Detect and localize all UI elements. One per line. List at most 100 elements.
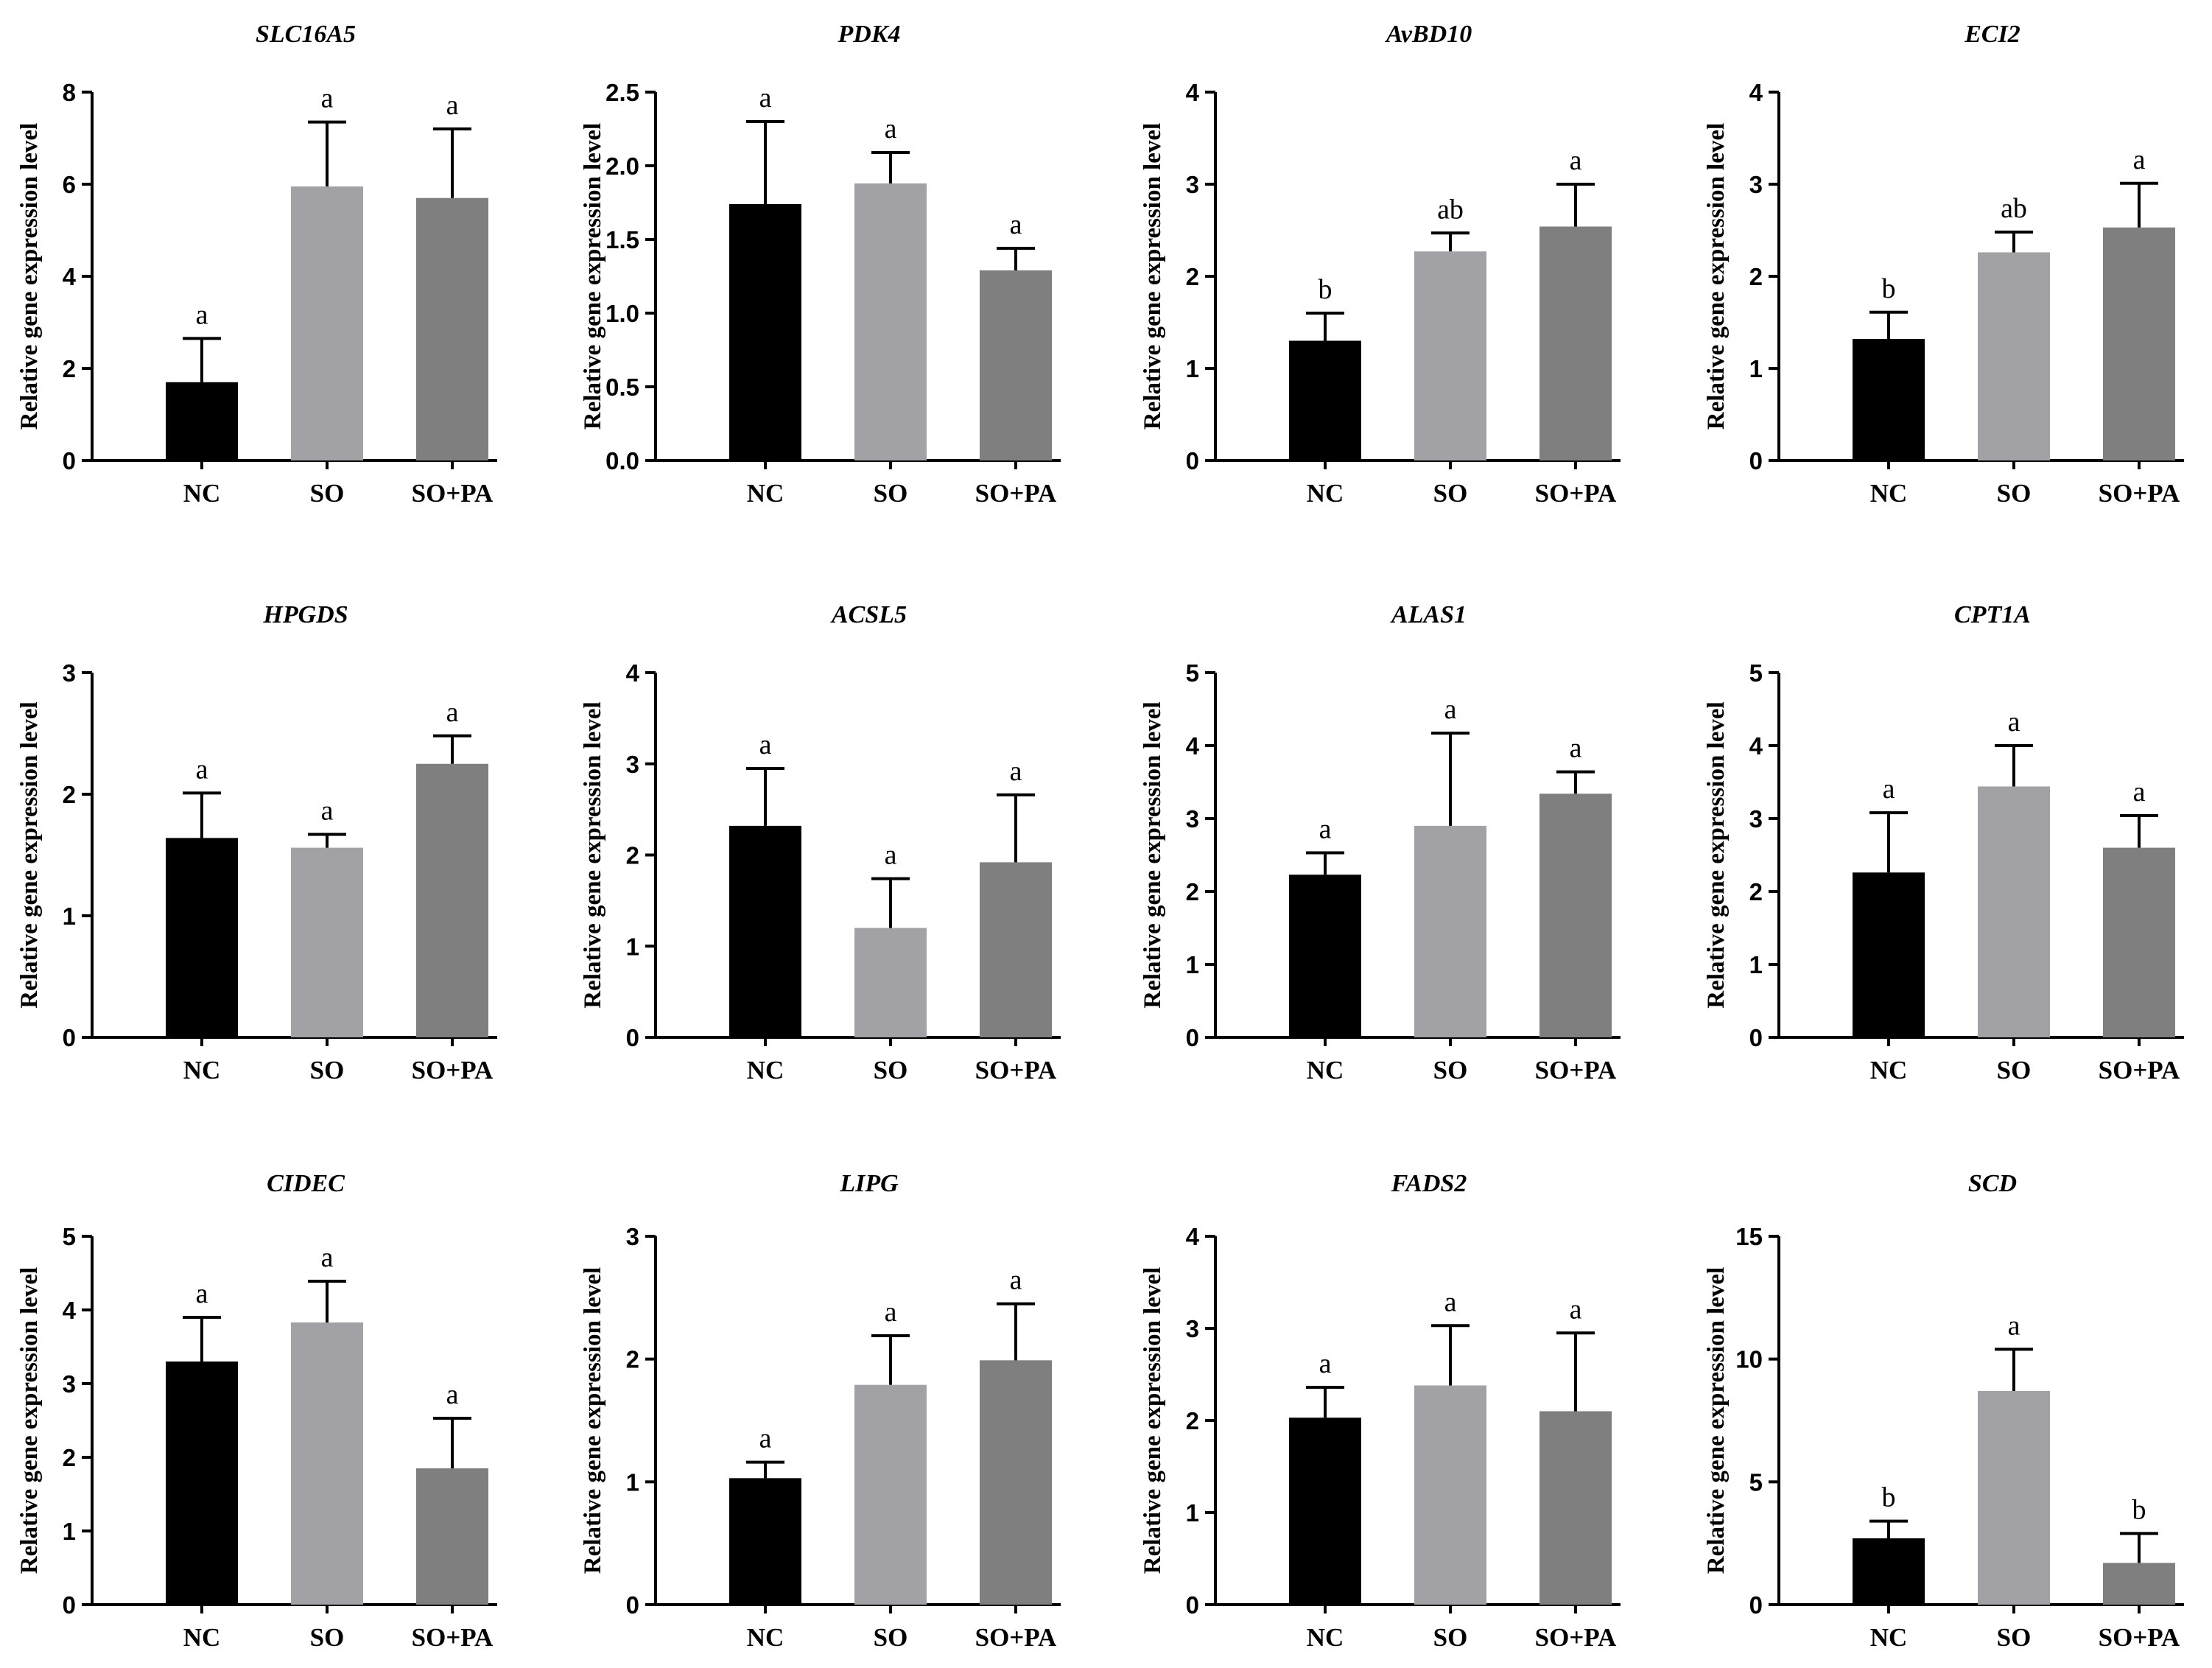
y-axis-label: Relative gene expression level xyxy=(16,123,43,430)
bar-so-plus-pa xyxy=(416,763,488,1037)
chart-fads2: FADS2 Relative gene expression level 0 1 2 3 4… xyxy=(1140,1170,1621,1652)
bar-so-plus-pa xyxy=(2103,847,2175,1037)
significance-letter: a xyxy=(2008,1310,2020,1341)
y-axis-label: Relative gene expression level xyxy=(1140,701,1166,1008)
x-tick-label: SO xyxy=(874,479,908,508)
y-tick-label: 0.5 xyxy=(605,374,639,401)
significance-letter: a xyxy=(321,795,334,826)
chart-title: PDK4 xyxy=(838,21,901,48)
significance-letter: a xyxy=(196,299,208,330)
bar-nc xyxy=(1853,339,1925,460)
y-tick-label: 4 xyxy=(1186,1223,1200,1250)
y-tick-label: 0 xyxy=(1186,1024,1199,1051)
bar-nc xyxy=(1289,1418,1361,1605)
y-tick-label: 2 xyxy=(63,781,76,808)
x-tick-label: SO+PA xyxy=(412,479,494,508)
bar-so-plus-pa xyxy=(2103,227,2175,460)
y-tick-label: 1 xyxy=(1749,951,1763,978)
y-tick-label: 15 xyxy=(1735,1223,1763,1250)
x-tick-label: NC xyxy=(1870,479,1908,508)
y-tick-label: 4 xyxy=(63,1297,77,1324)
y-tick-label: 2.5 xyxy=(605,79,639,106)
x-tick-label: SO xyxy=(874,1056,908,1084)
y-tick-label: 2 xyxy=(626,842,639,869)
significance-letter: a xyxy=(1570,733,1582,764)
significance-letter: a xyxy=(321,1242,334,1273)
y-tick-label: 2 xyxy=(1749,878,1763,905)
bar-nc xyxy=(729,825,801,1037)
bar-so xyxy=(1978,786,2050,1037)
chart-title: ECI2 xyxy=(1964,21,2020,48)
bar-so xyxy=(291,847,363,1037)
x-tick-label: NC xyxy=(1307,479,1344,508)
y-axis-label: Relative gene expression level xyxy=(1703,123,1730,430)
significance-letter: b xyxy=(1882,273,1896,304)
y-axis-label: Relative gene expression level xyxy=(16,701,43,1008)
y-tick-label: 2 xyxy=(1186,263,1199,290)
x-tick-label: SO xyxy=(874,1623,908,1652)
y-tick-label: 0 xyxy=(1749,1591,1763,1619)
bar-so xyxy=(291,186,363,460)
significance-letter: a xyxy=(759,83,772,113)
bar-so xyxy=(1414,825,1486,1037)
y-tick-label: 1 xyxy=(1186,951,1199,978)
significance-letter: a xyxy=(1570,1294,1582,1325)
chart-title: LIPG xyxy=(839,1170,899,1197)
x-tick-label: NC xyxy=(1307,1056,1344,1084)
y-tick-label: 1.5 xyxy=(605,226,639,253)
bar-so-plus-pa xyxy=(980,862,1052,1037)
y-tick-label: 4 xyxy=(1749,79,1763,106)
x-tick-label: NC xyxy=(747,1056,784,1084)
x-tick-label: SO xyxy=(1433,479,1468,508)
y-tick-label: 1.0 xyxy=(605,300,639,327)
x-tick-label: NC xyxy=(1307,1623,1344,1652)
y-tick-label: 5 xyxy=(1749,659,1763,687)
bar-nc xyxy=(729,1478,801,1605)
x-tick-label: SO xyxy=(310,1623,345,1652)
chart-title: SCD xyxy=(1968,1170,2017,1197)
y-tick-label: 2 xyxy=(63,1444,76,1471)
y-tick-label: 3 xyxy=(1186,805,1199,833)
y-tick-label: 3 xyxy=(1749,805,1763,833)
bar-nc xyxy=(729,204,801,460)
x-tick-label: SO xyxy=(1997,1056,2032,1084)
y-tick-label: 3 xyxy=(626,1223,639,1250)
y-axis-label: Relative gene expression level xyxy=(1140,1267,1166,1574)
y-tick-label: 0 xyxy=(1186,447,1199,474)
bar-so xyxy=(1414,1385,1486,1605)
y-tick-label: 3 xyxy=(63,1370,76,1398)
significance-letter: a xyxy=(1570,145,1582,176)
y-tick-label: 4 xyxy=(626,659,640,687)
y-axis-label: Relative gene expression level xyxy=(1703,701,1730,1008)
chart-title: SLC16A5 xyxy=(256,21,356,48)
y-tick-label: 2.0 xyxy=(605,153,639,180)
y-tick-label: 3 xyxy=(1186,171,1199,198)
chart-alas1: ALAS1 Relative gene expression level 0 1 2 3 4… xyxy=(1140,601,1621,1084)
x-tick-label: NC xyxy=(1870,1623,1908,1652)
bar-so xyxy=(1978,1391,2050,1605)
y-tick-label: 2 xyxy=(1186,1407,1199,1434)
chart-title: ALAS1 xyxy=(1390,601,1467,628)
chart-avbd10: AvBD10 Relative gene expression level 0 1 2 3… xyxy=(1140,21,1621,508)
bar-so xyxy=(1978,252,2050,460)
x-tick-label: NC xyxy=(1870,1056,1908,1084)
y-tick-label: 4 xyxy=(1749,732,1763,760)
bar-so xyxy=(854,183,927,460)
y-tick-label: 1 xyxy=(626,933,639,960)
y-tick-label: 1 xyxy=(1749,355,1763,382)
x-tick-label: SO+PA xyxy=(412,1623,494,1652)
y-axis-label: Relative gene expression level xyxy=(580,1267,606,1574)
y-tick-label: 1 xyxy=(63,1518,76,1545)
y-tick-label: 5 xyxy=(1749,1468,1763,1496)
x-tick-label: SO+PA xyxy=(2099,1623,2180,1652)
bar-so-plus-pa xyxy=(1539,226,1612,460)
x-tick-label: SO xyxy=(1997,479,2032,508)
significance-letter: a xyxy=(2133,144,2146,175)
chart-acsl5: ACSL5 Relative gene expression level 0 1 2 3 4… xyxy=(580,601,1061,1084)
bar-so-plus-pa xyxy=(1539,793,1612,1037)
y-tick-label: 6 xyxy=(63,171,76,198)
significance-letter: a xyxy=(885,840,897,871)
significance-letter: a xyxy=(885,1297,897,1328)
significance-letter: a xyxy=(885,113,897,144)
y-tick-label: 1 xyxy=(1186,355,1199,382)
